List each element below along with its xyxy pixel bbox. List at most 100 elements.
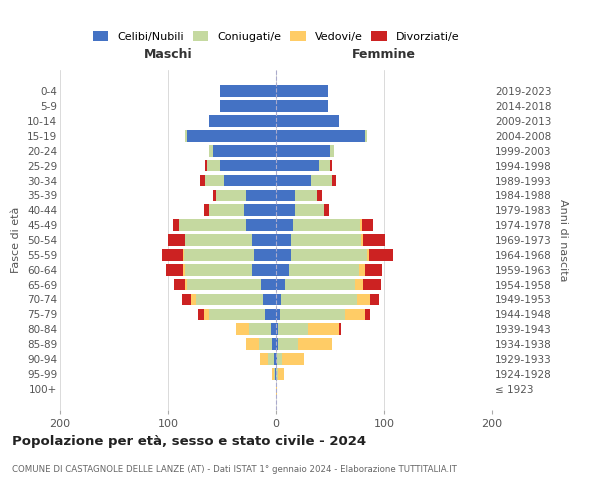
Bar	[276, 115, 338, 127]
Bar	[365, 308, 370, 320]
Bar	[265, 308, 276, 320]
Bar	[361, 234, 364, 246]
Bar	[276, 324, 278, 335]
Bar	[276, 234, 291, 246]
Bar	[179, 220, 246, 231]
Bar	[203, 308, 209, 320]
Legend: Celibi/Nubili, Coniugati/e, Vedovi/e, Divorziati/e: Celibi/Nubili, Coniugati/e, Vedovi/e, Di…	[93, 32, 459, 42]
Bar	[236, 324, 249, 335]
Bar	[295, 190, 317, 201]
Bar	[272, 338, 276, 350]
Bar	[263, 294, 276, 306]
Bar	[214, 190, 215, 201]
Bar	[359, 264, 365, 276]
Bar	[276, 264, 289, 276]
Bar	[355, 279, 364, 290]
Bar	[191, 294, 196, 306]
Bar	[360, 220, 362, 231]
Bar	[200, 174, 205, 186]
Bar	[319, 160, 330, 172]
Bar	[295, 204, 323, 216]
Bar	[183, 249, 184, 260]
Bar	[209, 115, 276, 127]
Text: Popolazione per età, sesso e stato civile - 2024: Popolazione per età, sesso e stato civil…	[12, 435, 366, 448]
Bar	[330, 160, 332, 172]
Bar	[293, 220, 360, 231]
Bar	[276, 160, 319, 172]
Bar	[175, 279, 185, 290]
Bar	[196, 294, 263, 306]
Bar	[365, 130, 367, 141]
Bar	[330, 145, 334, 156]
Bar	[276, 86, 328, 97]
Bar	[276, 279, 284, 290]
Bar	[272, 368, 274, 380]
Bar	[367, 249, 369, 260]
Bar	[278, 324, 308, 335]
Bar	[364, 279, 381, 290]
Bar	[244, 204, 276, 216]
Bar	[209, 145, 214, 156]
Bar	[317, 190, 322, 201]
Bar	[283, 353, 304, 365]
Bar	[261, 279, 276, 290]
Bar	[323, 204, 329, 216]
Bar	[185, 234, 252, 246]
Bar	[185, 130, 187, 141]
Bar	[168, 234, 185, 246]
Bar	[275, 368, 276, 380]
Bar	[187, 130, 276, 141]
Bar	[260, 353, 268, 365]
Bar	[274, 368, 275, 380]
Bar	[276, 204, 295, 216]
Bar	[271, 324, 276, 335]
Bar	[291, 249, 367, 260]
Bar	[252, 264, 276, 276]
Y-axis label: Anni di nascita: Anni di nascita	[558, 198, 568, 281]
Bar	[220, 86, 276, 97]
Bar	[166, 264, 183, 276]
Bar	[365, 264, 382, 276]
Bar	[276, 294, 281, 306]
Bar	[291, 234, 361, 246]
Bar	[220, 160, 276, 172]
Bar	[276, 353, 277, 365]
Bar	[205, 160, 207, 172]
Bar	[284, 279, 355, 290]
Bar	[364, 234, 385, 246]
Bar	[182, 294, 191, 306]
Bar	[278, 368, 284, 380]
Bar	[205, 174, 224, 186]
Bar	[369, 249, 392, 260]
Bar	[289, 264, 359, 276]
Bar	[252, 234, 276, 246]
Bar	[268, 353, 274, 365]
Bar	[276, 249, 291, 260]
Bar	[185, 279, 187, 290]
Bar	[332, 174, 337, 186]
Bar	[276, 368, 278, 380]
Bar	[246, 220, 276, 231]
Bar	[220, 100, 276, 112]
Bar	[184, 249, 254, 260]
Bar	[308, 324, 338, 335]
Bar	[276, 145, 330, 156]
Bar	[246, 190, 276, 201]
Bar	[276, 338, 278, 350]
Bar	[370, 294, 379, 306]
Bar	[183, 264, 185, 276]
Bar	[276, 220, 293, 231]
Bar	[203, 204, 209, 216]
Bar	[362, 220, 373, 231]
Bar	[249, 324, 271, 335]
Bar	[280, 308, 345, 320]
Bar	[187, 279, 261, 290]
Bar	[209, 308, 265, 320]
Bar	[173, 220, 179, 231]
Bar	[185, 264, 252, 276]
Bar	[207, 160, 220, 172]
Text: COMUNE DI CASTAGNOLE DELLE LANZE (AT) - Dati ISTAT 1° gennaio 2024 - Elaborazion: COMUNE DI CASTAGNOLE DELLE LANZE (AT) - …	[12, 465, 457, 474]
Bar	[214, 145, 276, 156]
Bar	[357, 294, 370, 306]
Bar	[277, 353, 283, 365]
